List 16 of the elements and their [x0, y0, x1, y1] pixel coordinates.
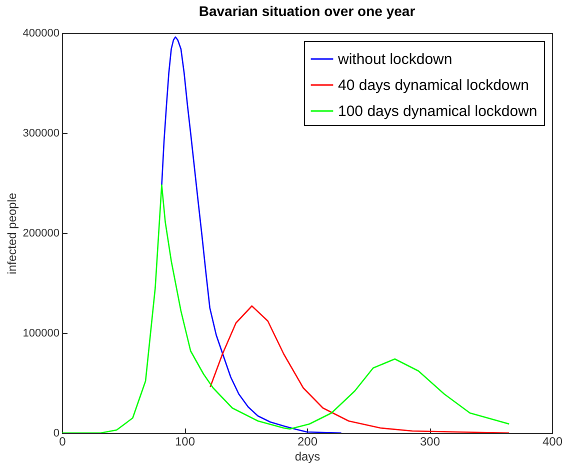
legend-label: 100 days dynamical lockdown [338, 103, 538, 120]
y-tick-label: 400000 [22, 28, 60, 40]
x-tick-label: 200 [297, 434, 318, 448]
x-tick-label: 100 [174, 434, 196, 448]
x-tick-label: 400 [542, 434, 563, 448]
y-tick-label: 100000 [22, 328, 60, 340]
line-series [62, 184, 510, 433]
y-tick-label: 300000 [22, 128, 60, 140]
legend-label: 40 days dynamical lockdown [338, 77, 529, 94]
y-tick-label: 200000 [22, 228, 60, 240]
chart-title: Bavarian situation over one year [198, 3, 416, 19]
legend-label: without lockdown [337, 51, 452, 68]
line-series [210, 305, 510, 433]
y-axis-title: infected people [4, 192, 19, 274]
x-axis-title: days [294, 450, 320, 464]
x-tick-label: 300 [420, 434, 440, 448]
